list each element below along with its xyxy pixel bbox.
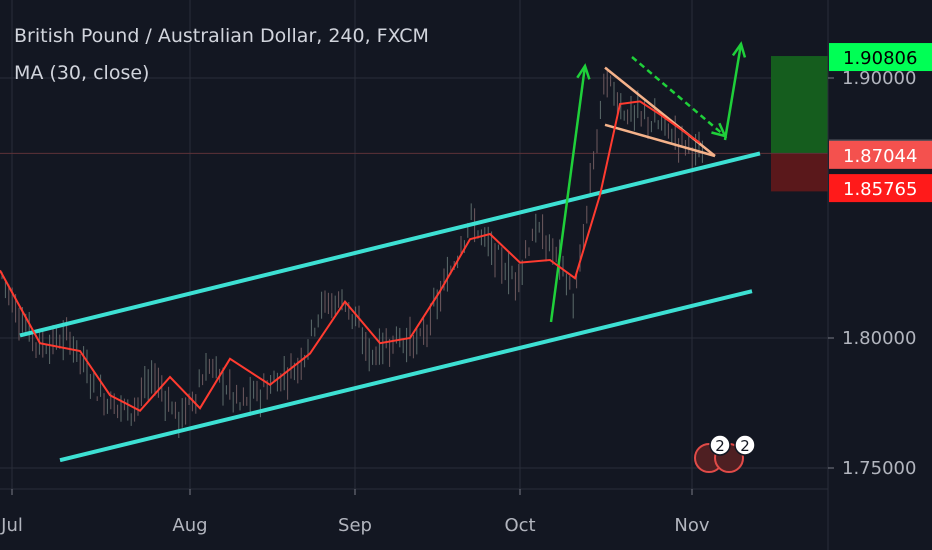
price-badge-label-0: 1.90806 bbox=[843, 48, 917, 69]
y-tick-label-2: 1.75000 bbox=[842, 458, 916, 479]
x-tick-label-0: Jul bbox=[0, 515, 23, 536]
ma-line[interactable] bbox=[0, 100, 701, 413]
x-tick-label-4: Nov bbox=[674, 515, 709, 536]
drawings bbox=[19, 41, 761, 463]
target-arrow-shaft bbox=[723, 43, 743, 141]
price-badge-bg-0 bbox=[829, 43, 932, 72]
impulse-arrow[interactable] bbox=[549, 63, 591, 323]
price-axis[interactable]: 1.90000 1.80000 1.75000 bbox=[828, 68, 916, 479]
moving-average bbox=[0, 100, 701, 413]
impulse-arrow-shaft bbox=[549, 65, 587, 323]
x-tick-label-1: Aug bbox=[172, 515, 207, 536]
take-profit-zone bbox=[771, 56, 828, 154]
target-arrow-head bbox=[731, 41, 747, 58]
pullback-arrow-shaft bbox=[631, 56, 726, 137]
grid bbox=[0, 0, 828, 489]
time-axis[interactable]: Jul Aug Sep Oct Nov bbox=[0, 489, 710, 536]
chart-title: British Pound / Australian Dollar, 240, … bbox=[14, 25, 429, 47]
price-badge-stop-loss: 1.87044 bbox=[829, 140, 932, 169]
price-axis-panel bbox=[828, 0, 932, 550]
price-badge-take-profit: 1.90806 bbox=[829, 43, 932, 72]
x-tick-label-3: Oct bbox=[504, 515, 535, 536]
position-zones bbox=[0, 56, 828, 192]
event-count-badge-0[interactable] bbox=[709, 434, 731, 456]
target-arrow[interactable] bbox=[723, 41, 747, 141]
wedge-lower-line[interactable] bbox=[604, 123, 716, 158]
channel-upper-line[interactable] bbox=[19, 151, 761, 338]
price-badge-label-3: 1.85765 bbox=[843, 179, 917, 200]
event-count-badge-1[interactable] bbox=[734, 434, 756, 456]
event-count-0: 2 bbox=[715, 437, 725, 455]
price-badge-label-2: 1.87044 bbox=[843, 146, 917, 167]
channel-lower-line[interactable] bbox=[59, 289, 753, 463]
price-badge-bg-3 bbox=[829, 174, 932, 203]
event-count-1: 2 bbox=[740, 437, 750, 455]
y-tick-label-0: 1.90000 bbox=[842, 68, 916, 89]
indicator-label: MA (30, close) bbox=[14, 62, 149, 84]
price-badge-last-close: 1.85765 bbox=[829, 174, 932, 203]
x-tick-label-2: Sep bbox=[338, 515, 372, 536]
stop-loss-zone bbox=[771, 153, 828, 192]
impulse-arrow-head bbox=[576, 63, 591, 80]
y-tick-label-1: 1.80000 bbox=[842, 328, 916, 349]
price-badge-bg-2 bbox=[829, 140, 932, 169]
